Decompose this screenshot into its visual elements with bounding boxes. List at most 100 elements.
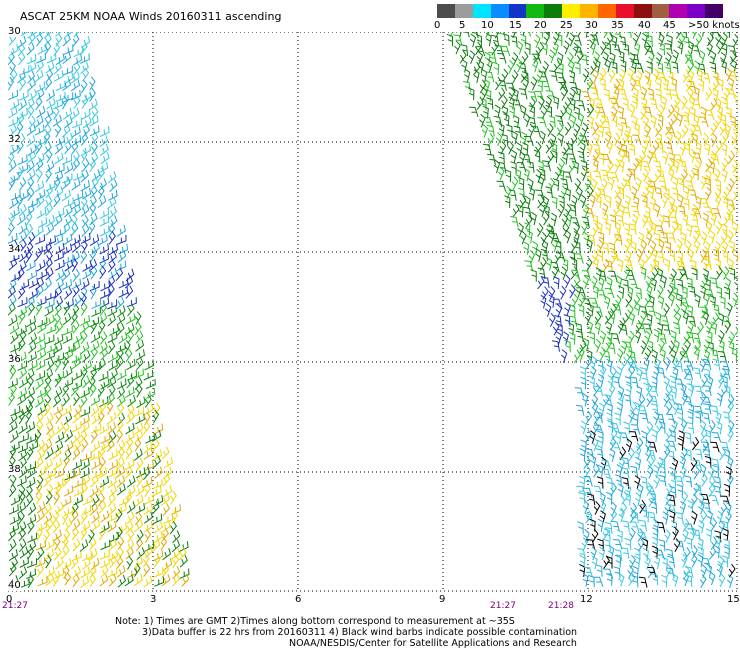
wind-barb — [26, 558, 37, 569]
wind-barb — [27, 351, 37, 363]
wind-barb — [691, 332, 701, 344]
wind-barb — [81, 438, 89, 453]
wind-barb — [80, 149, 88, 164]
wind-barb — [54, 302, 63, 317]
wind-barb — [658, 238, 665, 253]
wind-barb — [542, 160, 551, 172]
wind-barb — [646, 60, 653, 74]
wind-barb — [568, 304, 576, 317]
wind-barb — [559, 105, 568, 119]
wind-barb — [516, 58, 523, 73]
wind-barb — [89, 450, 100, 461]
wind-barb — [634, 492, 642, 507]
wind-barb — [494, 104, 501, 118]
scale-swatch — [544, 4, 563, 18]
wind-barb — [614, 549, 623, 562]
wind-barb — [572, 160, 579, 174]
wind-barb — [686, 277, 693, 290]
wind-barb — [606, 491, 613, 505]
wind-barb — [663, 215, 670, 228]
wind-barb — [680, 418, 688, 433]
wind-barb — [36, 207, 47, 219]
wind-barb — [54, 186, 64, 199]
wind-barb — [623, 421, 630, 435]
wind-barb — [53, 251, 64, 262]
wind-barb — [724, 319, 732, 334]
wind-barb — [99, 126, 110, 137]
wind-barb — [687, 69, 695, 84]
wind-barb — [701, 72, 711, 84]
wind-barb — [720, 60, 727, 74]
wind-barb — [560, 86, 568, 101]
wind-barb — [687, 80, 697, 92]
wind-barb — [8, 294, 17, 308]
wind-barb — [507, 140, 515, 155]
wind-barb — [681, 446, 688, 461]
wind-barb — [656, 141, 664, 154]
wind-barb — [628, 447, 636, 462]
wind-barb — [54, 152, 64, 165]
wind-barb — [108, 573, 117, 587]
wind-barb — [99, 549, 110, 560]
wind-barb — [108, 550, 118, 562]
wind-barb — [62, 312, 72, 326]
wind-barb — [64, 343, 75, 355]
wind-barb — [70, 107, 80, 121]
wind-barb — [35, 333, 46, 345]
wind-barb — [595, 411, 603, 424]
wind-barb — [151, 485, 162, 497]
wind-barb — [17, 154, 28, 166]
wind-barb — [118, 495, 129, 506]
wind-barb — [689, 148, 697, 163]
wind-barb — [721, 32, 728, 47]
wind-barb — [721, 96, 728, 110]
wind-barb — [721, 223, 728, 237]
wind-barb — [117, 250, 127, 263]
wind-barb — [695, 33, 703, 47]
wind-barb — [700, 231, 708, 245]
wind-barb — [548, 49, 556, 64]
wind-barb — [621, 520, 630, 533]
wind-barb — [153, 531, 163, 544]
wind-barb — [179, 554, 188, 568]
wind-barb — [577, 548, 586, 560]
wind-barb — [575, 322, 583, 336]
wind-barb — [523, 241, 530, 255]
wind-barb — [179, 568, 190, 579]
wind-barb — [622, 206, 631, 219]
wind-barb — [71, 340, 81, 353]
scale-label: 25 — [560, 20, 573, 31]
wind-barb — [127, 329, 135, 344]
wind-barb — [694, 411, 702, 424]
wind-barb — [652, 527, 659, 541]
wind-barb — [43, 458, 53, 471]
wind-barb — [675, 512, 684, 524]
wind-barb — [714, 187, 722, 201]
wind-barb — [615, 430, 622, 444]
wind-barb — [600, 41, 607, 56]
wind-barb — [19, 189, 29, 202]
wind-barb — [510, 161, 517, 174]
wind-barb — [587, 234, 596, 246]
wind-barb — [485, 32, 492, 47]
wind-barb — [517, 204, 524, 218]
wind-barb — [721, 555, 729, 568]
wind-barb — [486, 58, 493, 73]
wind-barb — [685, 378, 693, 390]
wind-barb — [697, 546, 704, 560]
wind-barb — [172, 565, 181, 580]
wind-barb — [696, 68, 703, 82]
wind-barb — [674, 475, 684, 487]
wind-barb — [124, 339, 131, 354]
wind-barb — [728, 267, 736, 280]
wind-barb — [512, 99, 522, 110]
wind-barb — [710, 122, 718, 137]
wind-barb — [81, 214, 89, 229]
wind-barb — [718, 573, 726, 588]
wind-barb — [45, 168, 53, 183]
wind-barb — [727, 45, 737, 57]
wind-barb — [701, 275, 709, 290]
wind-barb — [628, 361, 639, 373]
wind-barb — [55, 80, 66, 91]
wind-barb — [667, 494, 676, 506]
